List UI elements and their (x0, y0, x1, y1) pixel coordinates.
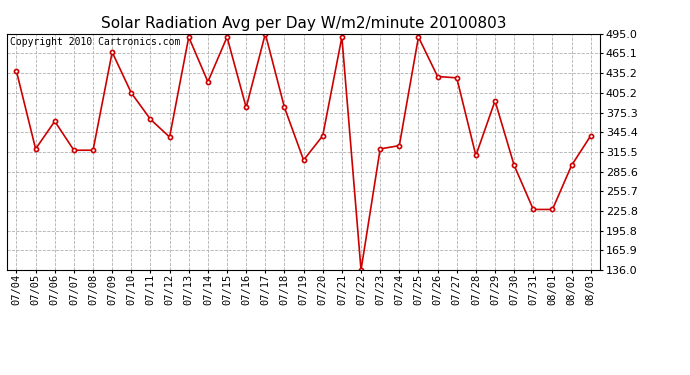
Title: Solar Radiation Avg per Day W/m2/minute 20100803: Solar Radiation Avg per Day W/m2/minute … (101, 16, 506, 31)
Text: Copyright 2010 Cartronics.com: Copyright 2010 Cartronics.com (10, 37, 180, 47)
